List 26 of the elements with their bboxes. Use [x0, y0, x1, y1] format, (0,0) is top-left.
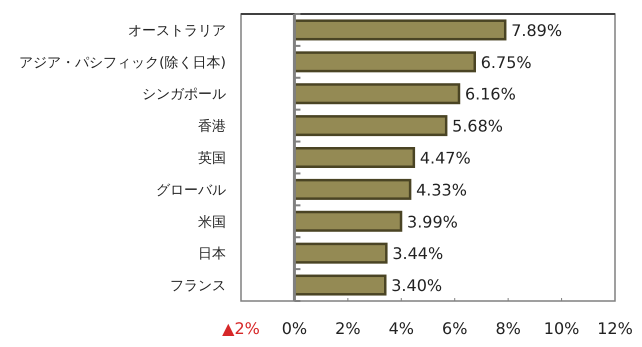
data-label: 4.47%: [420, 148, 471, 168]
data-label: 3.99%: [407, 212, 458, 232]
x-tick-label: 6%: [442, 319, 468, 338]
x-tick-label: 8%: [495, 319, 521, 338]
y-tick-label: シンガポール: [142, 86, 226, 103]
x-tick-label: 12%: [597, 319, 633, 338]
y-tick-label: グローバル: [156, 182, 226, 198]
data-label: 6.16%: [464, 84, 516, 104]
y-tick-label: 英国: [198, 150, 226, 166]
y-tick-label: 米国: [198, 214, 226, 230]
data-label: 3.44%: [392, 244, 444, 264]
y-tick-label: フランス: [170, 278, 226, 294]
y-tick-label: アジア・パシフィック(除く日本): [19, 54, 226, 71]
x-tick-label: 4%: [388, 319, 414, 338]
y-tick-label: 香港: [198, 118, 226, 135]
y-tick-label: オーストラリア: [128, 22, 226, 39]
data-label: 6.75%: [480, 52, 532, 72]
data-label: 5.68%: [452, 116, 503, 136]
y-tick-label: 日本: [198, 246, 226, 262]
data-label: 3.40%: [391, 276, 442, 296]
x-tick-label: 0%: [282, 319, 308, 338]
x-tick-label: 10%: [544, 319, 580, 338]
x-tick-label: ▲2%: [222, 319, 260, 338]
data-label: 4.33%: [416, 180, 467, 200]
x-tick-label: 2%: [335, 319, 361, 338]
data-label: 7.89%: [511, 20, 562, 40]
